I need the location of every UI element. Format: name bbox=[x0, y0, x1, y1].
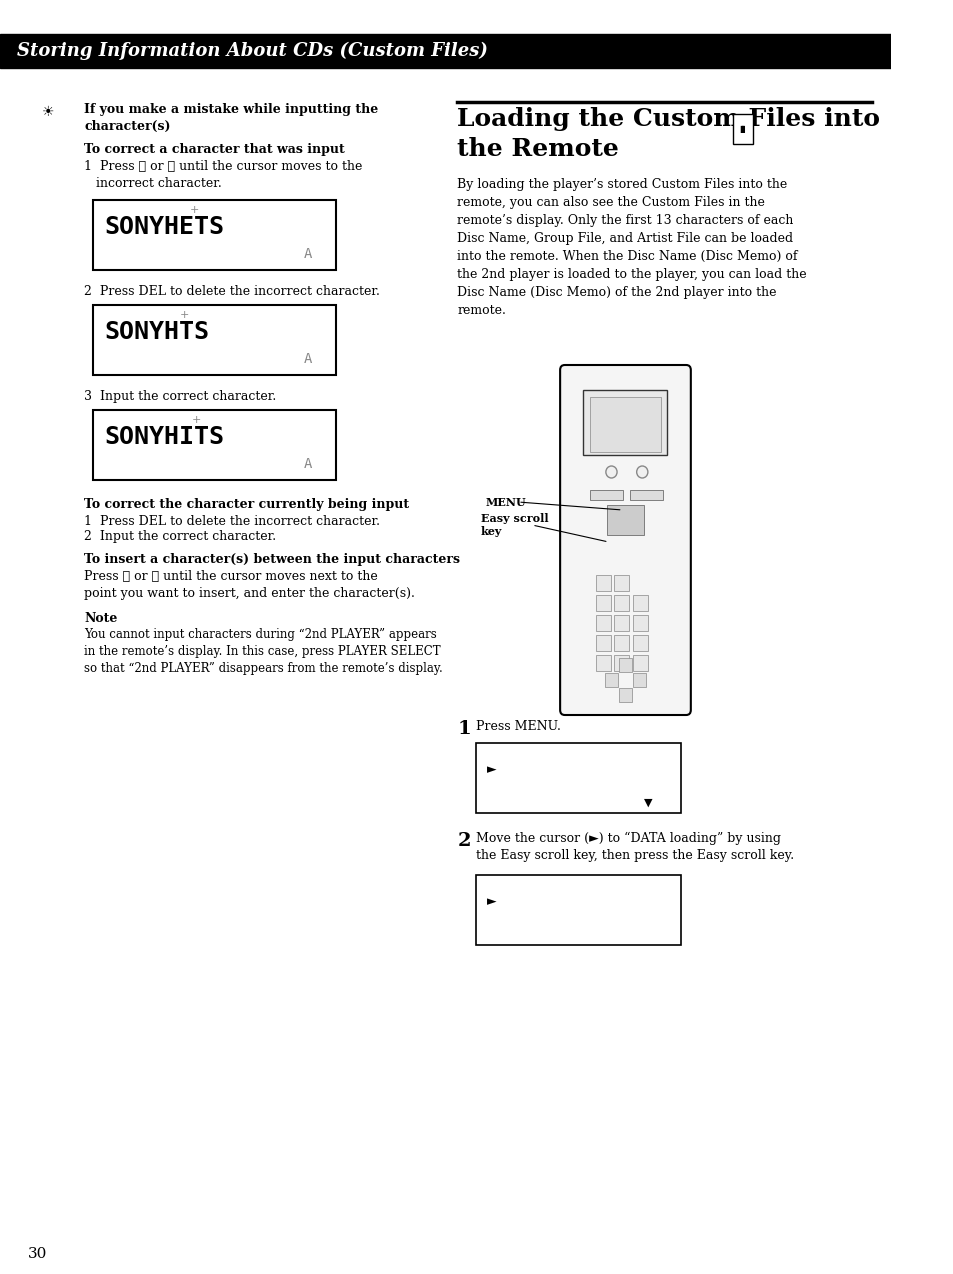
Bar bbox=[632, 655, 647, 671]
Text: SONYHETS: SONYHETS bbox=[105, 215, 224, 240]
Bar bbox=[614, 634, 629, 651]
Bar bbox=[614, 615, 629, 631]
Bar bbox=[732, 113, 753, 144]
Text: MENU: MENU bbox=[485, 497, 525, 507]
Text: Storing Information About CDs (Custom Files): Storing Information About CDs (Custom Fi… bbox=[17, 42, 487, 60]
Text: +: + bbox=[192, 415, 200, 426]
Bar bbox=[604, 673, 618, 687]
Text: If you make a mistake while inputting the
character(s): If you make a mistake while inputting th… bbox=[84, 103, 378, 132]
Text: ▐▌: ▐▌ bbox=[737, 125, 748, 132]
Bar bbox=[93, 410, 335, 480]
Text: You cannot input characters during “2nd PLAYER” appears
in the remote’s display.: You cannot input characters during “2nd … bbox=[84, 628, 442, 675]
Text: 1: 1 bbox=[456, 720, 471, 738]
Text: To correct a character that was input: To correct a character that was input bbox=[84, 143, 344, 155]
Text: 30: 30 bbox=[28, 1247, 48, 1261]
Text: Move the cursor (►) to “DATA loading” by using
the Easy scroll key, then press t: Move the cursor (►) to “DATA loading” by… bbox=[476, 832, 794, 862]
Text: ►: ► bbox=[487, 896, 497, 908]
Text: A: A bbox=[304, 352, 312, 366]
Bar bbox=[632, 634, 647, 651]
Bar bbox=[583, 390, 667, 455]
Bar bbox=[606, 505, 643, 535]
Bar bbox=[595, 634, 610, 651]
Text: Easy scroll
key: Easy scroll key bbox=[480, 512, 548, 538]
Bar bbox=[632, 615, 647, 631]
Bar bbox=[93, 304, 335, 375]
Bar bbox=[595, 655, 610, 671]
Text: 2  Input the correct character.: 2 Input the correct character. bbox=[84, 530, 275, 543]
Text: 2: 2 bbox=[456, 832, 471, 850]
Text: SONYHITS: SONYHITS bbox=[105, 426, 224, 448]
Bar bbox=[618, 688, 631, 702]
Text: To correct the character currently being input: To correct the character currently being… bbox=[84, 498, 409, 511]
Bar bbox=[595, 615, 610, 631]
Text: ►: ► bbox=[487, 763, 497, 776]
Bar bbox=[589, 397, 660, 452]
Bar bbox=[630, 490, 662, 499]
Text: Press ᑊ or ᑋ until the cursor moves next to the
point you want to insert, and en: Press ᑊ or ᑋ until the cursor moves next… bbox=[84, 569, 415, 600]
Circle shape bbox=[636, 466, 647, 478]
Text: Press MENU.: Press MENU. bbox=[476, 720, 560, 733]
Text: To insert a character(s) between the input characters: To insert a character(s) between the inp… bbox=[84, 553, 459, 566]
Text: 1  Press ᑊ or ᑋ until the cursor moves to the
   incorrect character.: 1 Press ᑊ or ᑋ until the cursor moves to… bbox=[84, 161, 362, 190]
Text: A: A bbox=[304, 247, 312, 261]
Text: 1  Press DEL to delete the incorrect character.: 1 Press DEL to delete the incorrect char… bbox=[84, 515, 379, 527]
Bar bbox=[632, 673, 645, 687]
Text: SONYHTS: SONYHTS bbox=[105, 320, 210, 344]
Text: 3  Input the correct character.: 3 Input the correct character. bbox=[84, 390, 276, 403]
Text: Loading the Custom Files into
the Remote: Loading the Custom Files into the Remote bbox=[456, 107, 880, 161]
Text: ☀: ☀ bbox=[42, 104, 54, 118]
Bar bbox=[595, 595, 610, 612]
Bar bbox=[0, 34, 890, 68]
Bar bbox=[589, 490, 622, 499]
Bar bbox=[614, 595, 629, 612]
Circle shape bbox=[605, 466, 617, 478]
Text: Note: Note bbox=[84, 612, 117, 626]
Text: A: A bbox=[304, 457, 312, 471]
Bar bbox=[632, 595, 647, 612]
Text: +: + bbox=[190, 205, 198, 215]
Text: By loading the player’s stored Custom Files into the
remote, you can also see th: By loading the player’s stored Custom Fi… bbox=[456, 178, 806, 317]
Bar bbox=[614, 655, 629, 671]
Text: 2  Press DEL to delete the incorrect character.: 2 Press DEL to delete the incorrect char… bbox=[84, 285, 379, 298]
Bar bbox=[476, 743, 680, 813]
Bar bbox=[476, 875, 680, 945]
Bar bbox=[614, 575, 629, 591]
Bar bbox=[618, 657, 631, 671]
Bar bbox=[93, 200, 335, 270]
Bar bbox=[595, 575, 610, 591]
Text: +: + bbox=[180, 310, 190, 320]
Text: ▼: ▼ bbox=[643, 798, 652, 808]
FancyBboxPatch shape bbox=[559, 364, 690, 715]
